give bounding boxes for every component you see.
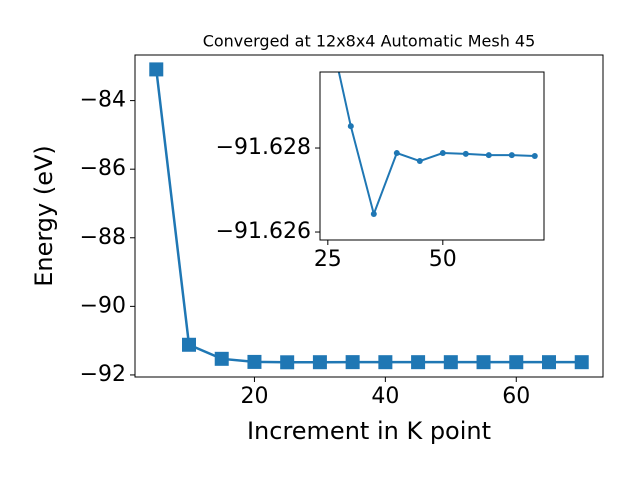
marker bbox=[325, 19, 331, 25]
marker bbox=[247, 354, 262, 369]
marker bbox=[280, 355, 295, 370]
x-axis-label: Increment in K point bbox=[247, 417, 491, 445]
axes-frame bbox=[319, 71, 545, 241]
x-tick-label: 60 bbox=[502, 384, 530, 409]
marker bbox=[574, 355, 589, 370]
y-tick-label: −90 bbox=[80, 293, 126, 318]
marker bbox=[393, 150, 400, 157]
y-tick-label: −91.628 bbox=[216, 135, 311, 160]
marker bbox=[416, 158, 423, 165]
marker bbox=[182, 337, 196, 352]
y-tick-label: −84 bbox=[80, 88, 126, 113]
marker bbox=[214, 351, 229, 366]
plot-clip bbox=[149, 62, 589, 370]
x-tick-label: 25 bbox=[314, 247, 342, 272]
marker bbox=[378, 355, 393, 370]
marker bbox=[312, 355, 327, 370]
marker bbox=[370, 210, 377, 217]
x-tick-label: 50 bbox=[429, 247, 457, 272]
y-tick-label: −92 bbox=[80, 362, 126, 387]
series-line bbox=[337, 72, 535, 218]
y-tick-label: −86 bbox=[80, 156, 126, 181]
x-tick-label: 40 bbox=[371, 384, 399, 409]
marker bbox=[347, 123, 354, 130]
marker bbox=[476, 355, 491, 370]
marker bbox=[509, 355, 524, 370]
y-tick-label: −91.626 bbox=[216, 219, 311, 244]
marker bbox=[508, 152, 515, 159]
marker bbox=[531, 153, 538, 159]
marker bbox=[462, 150, 469, 157]
plot-clip bbox=[325, 19, 538, 218]
marker bbox=[542, 355, 556, 370]
axes-frame bbox=[134, 54, 604, 378]
y-axis-label: Energy (eV) bbox=[30, 145, 58, 287]
x-tick-label: 20 bbox=[240, 384, 268, 409]
marker bbox=[149, 62, 164, 77]
marker bbox=[411, 355, 426, 370]
marker bbox=[485, 152, 492, 159]
marker bbox=[439, 150, 446, 157]
marker bbox=[443, 355, 458, 370]
y-tick-label: −88 bbox=[80, 225, 126, 250]
marker bbox=[345, 355, 360, 370]
chart-title: Converged at 12x8x4 Automatic Mesh 45 bbox=[203, 32, 536, 51]
